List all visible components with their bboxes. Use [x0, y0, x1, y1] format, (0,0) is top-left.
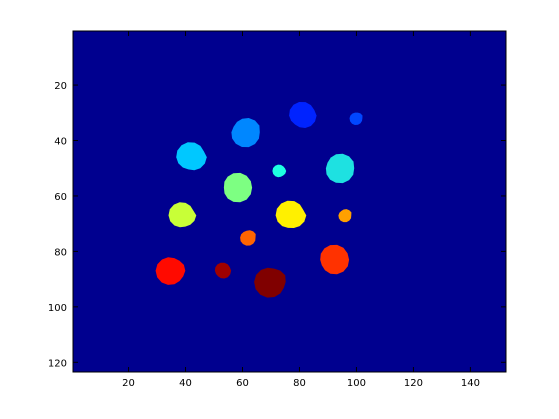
- region-7: [240, 230, 256, 246]
- x-tick-label-60: 60: [236, 378, 249, 389]
- x-tick-label-100: 100: [347, 378, 366, 389]
- x-tick-label-20: 20: [122, 378, 135, 389]
- x-axis: 20 40 60 80 100 120 140: [122, 31, 480, 389]
- region-11: [289, 102, 317, 128]
- y-axis: 20 40 60 80 100 120: [48, 81, 506, 369]
- x-tick-label-40: 40: [179, 378, 192, 389]
- region-5: [223, 172, 253, 203]
- label-regions: [155, 102, 363, 298]
- x-tick-label-120: 120: [404, 378, 423, 389]
- region-3: [176, 142, 207, 171]
- x-tick-label-140: 140: [461, 378, 480, 389]
- region-12: [320, 244, 350, 275]
- region-14: [338, 209, 352, 223]
- region-9: [272, 164, 287, 178]
- region-15: [349, 112, 363, 125]
- region-4: [214, 262, 232, 279]
- y-tick-label-120: 120: [48, 358, 67, 369]
- region-8: [254, 267, 286, 298]
- region-10: [275, 200, 307, 228]
- region-1: [155, 257, 186, 285]
- region-13: [325, 153, 355, 184]
- axes-frame: [72, 30, 507, 373]
- y-tick-label-20: 20: [54, 81, 67, 92]
- x-tick-label-80: 80: [293, 378, 306, 389]
- y-tick-label-40: 40: [54, 137, 67, 148]
- region-6: [231, 118, 260, 148]
- y-tick-label-100: 100: [48, 303, 67, 314]
- y-tick-label-60: 60: [54, 192, 67, 203]
- y-tick-label-80: 80: [54, 247, 67, 258]
- region-2: [168, 202, 197, 228]
